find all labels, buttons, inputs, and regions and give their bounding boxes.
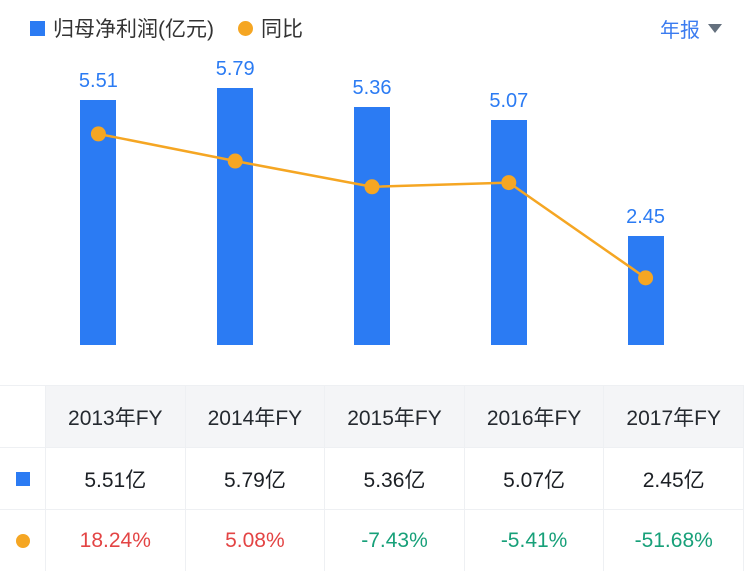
yoy-line-point[interactable] [90, 126, 106, 142]
yoy-line-overlay [90, 126, 654, 286]
line-series-marker-icon [238, 20, 253, 36]
bar-2017年FY[interactable] [627, 236, 664, 345]
yoy-line-point[interactable] [364, 179, 380, 195]
chevron-down-icon [708, 23, 722, 33]
table-cell: 2.45亿 [604, 448, 744, 510]
table-cell: 5.36亿 [325, 448, 465, 510]
yoy-line-point[interactable] [227, 153, 243, 169]
table-cell: 5.07亿 [464, 448, 605, 510]
bar-value-label: 5.51 [78, 70, 118, 92]
line-series-marker-icon [15, 533, 30, 548]
period-selector[interactable]: 年报 [660, 14, 722, 43]
table-cell: 5.08% [185, 510, 326, 571]
legend-label-net-profit: 归母净利润(亿元) [53, 18, 214, 41]
table-cell: 5.51亿 [46, 448, 186, 510]
legend-item-net-profit[interactable]: 归母净利润(亿元) [30, 13, 214, 43]
yoy-line [98, 132, 647, 279]
bar-value-label: 2.45 [626, 206, 666, 228]
table-cell: 18.24% [46, 510, 186, 571]
chart-header: 归母净利润(亿元) 同比 年报 [30, 14, 722, 42]
yoy-line-point[interactable] [501, 175, 517, 191]
bar-2015年FY[interactable] [354, 107, 390, 345]
table-header-cell: 2016年FY [464, 386, 605, 448]
yoy-line-point[interactable] [638, 270, 654, 286]
financials-table: 2013年FY 2014年FY 2015年FY 2016年FY 2017年FY 5.51亿… [0, 385, 744, 571]
bar-2014年FY[interactable] [217, 88, 254, 345]
legend-item-yoy[interactable]: 同比 [238, 13, 303, 43]
table-cell: -5.41% [464, 510, 605, 571]
row-marker-cell [0, 448, 46, 510]
table-header-cell: 2013年FY [46, 386, 186, 448]
legend-label-yoy: 同比 [261, 18, 303, 41]
table-cell: -7.43% [325, 510, 465, 571]
bar-series-marker-icon [30, 20, 45, 36]
bar-value-label: 5.07 [489, 90, 529, 112]
table-header-cell: 2015年FY [325, 386, 465, 448]
table-header-cell: 2017年FY [604, 386, 744, 448]
bar-series-marker-icon [15, 471, 30, 486]
table-corner-cell [0, 386, 46, 448]
table-header-cell: 2014年FY [185, 386, 326, 448]
chart-area: 5.51 5.79 5.36 5.07 2.45 [0, 55, 744, 345]
period-selector-label: 年报 [660, 19, 700, 42]
row-marker-cell [0, 510, 46, 571]
chart-legend: 归母净利润(亿元) 同比 [30, 13, 327, 43]
bar-value-label: 5.79 [215, 58, 255, 80]
bar-value-label: 5.36 [352, 77, 392, 99]
table-cell: 5.79亿 [185, 448, 326, 510]
table-cell: -51.68% [604, 510, 744, 571]
bar-2016年FY[interactable] [490, 120, 527, 345]
